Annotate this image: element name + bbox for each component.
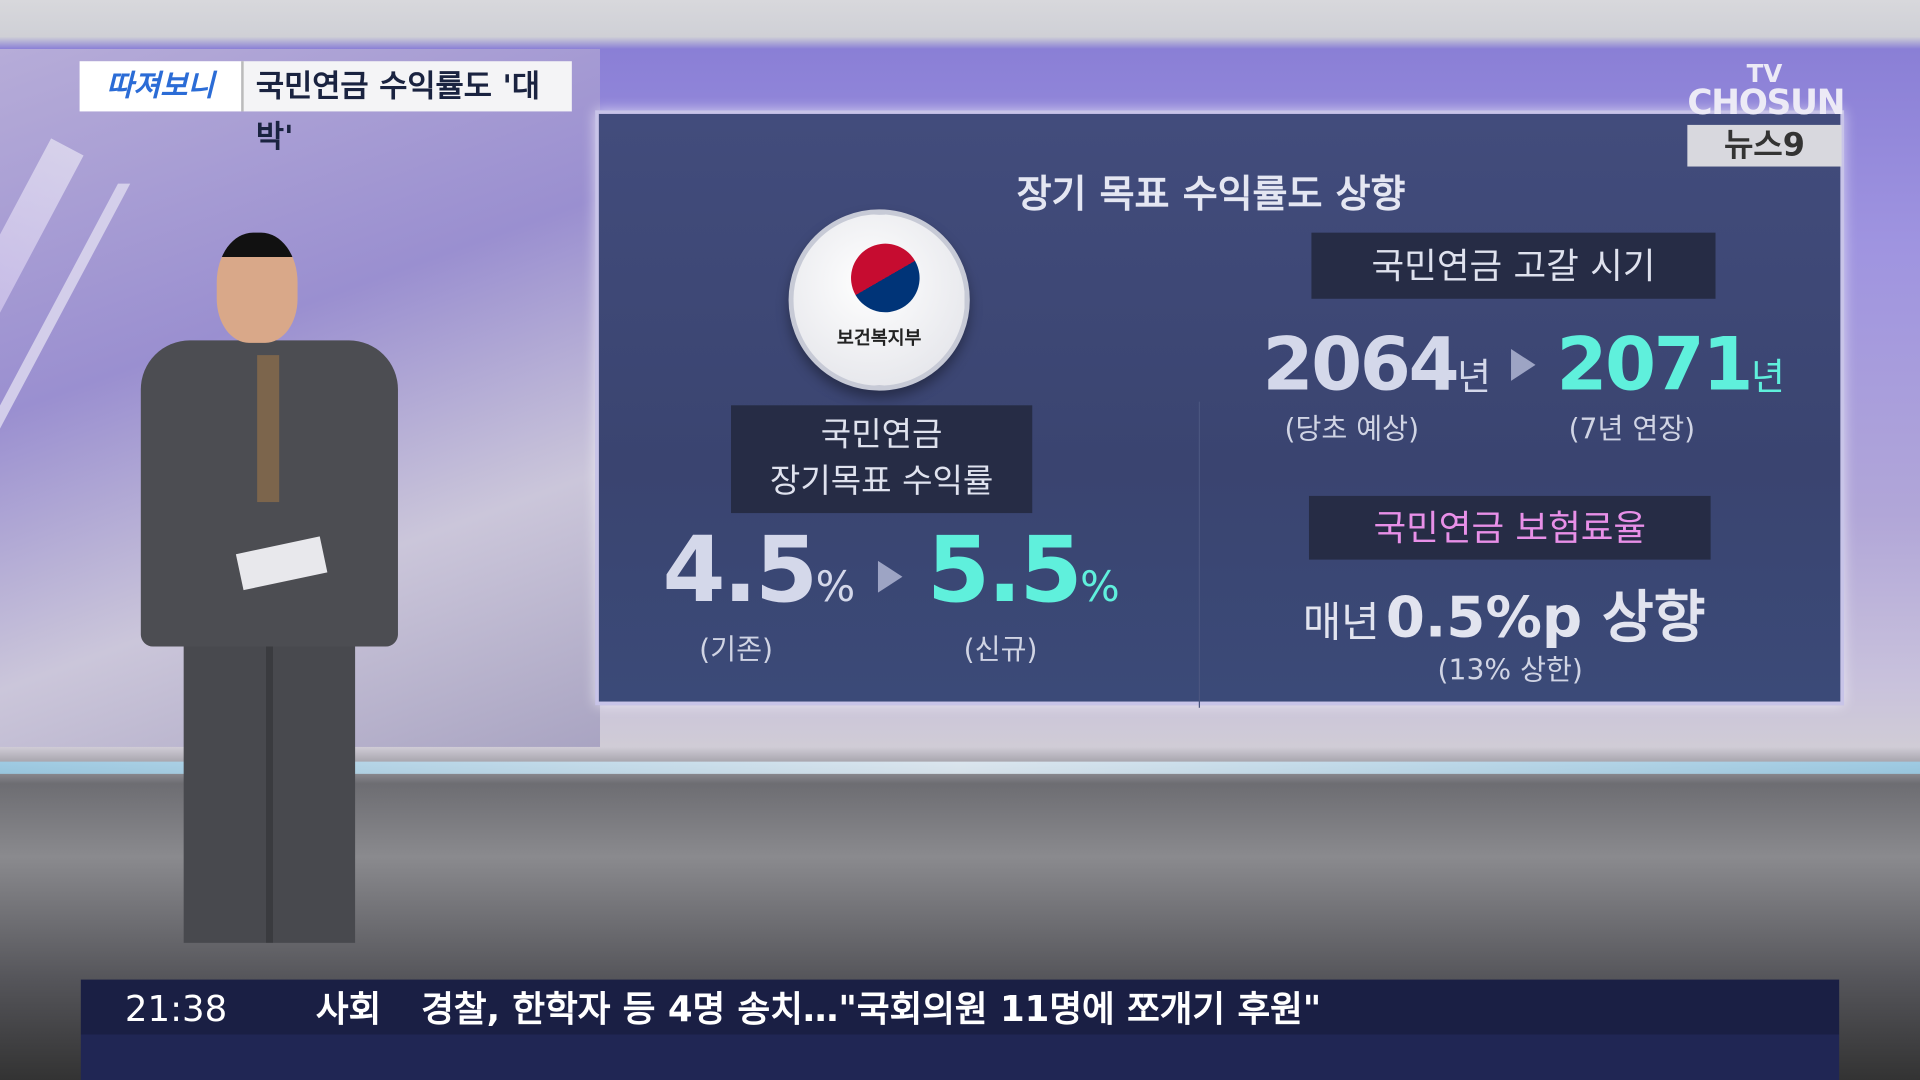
arrow-right-icon [1511,348,1536,381]
old-year-label: (당초 예상) [1284,413,1420,446]
channel-logo: TV CHOSUN 뉴스9 [1687,61,1845,167]
ticker-headline: 경찰, 한학자 등 4명 송치…"국회의원 11명에 쪼개기 후원" [421,988,1322,1030]
new-year: 2071년 [1556,322,1785,408]
return-rate-label: 국민연금 장기목표 수익률 [731,405,1033,514]
panel-divider [1198,401,1201,708]
segment-logo: 따져보니 [79,61,242,112]
old-rate: 4.5% [662,517,856,624]
new-rate: 5.5% [926,517,1120,624]
info-panel: 장기 목표 수익률도 상향 보건복지부 국민연금 장기목표 수익률 4.5% 5… [595,110,1845,708]
new-rate-label: (신규) [963,634,1038,667]
news-caption: 따져보니 국민연금 수익률도 '대박' [79,61,572,154]
ministry-logo: 보건복지부 [788,209,970,391]
panel-title: 장기 목표 수익률도 상향 [1016,172,1406,217]
caption-headline: 국민연금 수익률도 '대박' [241,61,572,154]
premium-cap-label: (13% 상한) [1437,655,1583,687]
old-year: 2064년 [1262,322,1491,408]
program-badge: 뉴스9 [1687,124,1842,167]
premium-value: 매년 0.5%p 상향 [1302,584,1706,651]
studio-light-strip [0,761,1920,774]
ticker-section: 사회 [315,988,382,1030]
ticker-time: 21:38 [124,988,228,1030]
taegeuk-icon [838,231,933,325]
news-ticker: 21:38 사회 경찰, 한학자 등 4명 송치…"국회의원 11명에 쪼개기 … [80,979,1840,1080]
depletion-label: 국민연금 고갈 시기 [1311,232,1716,299]
old-rate-label: (기존) [699,634,773,667]
premium-label: 국민연금 보험료율 [1308,495,1711,560]
new-year-label: (7년 연장) [1568,413,1696,446]
news-anchor [140,232,398,968]
arrow-right-icon [877,560,903,593]
